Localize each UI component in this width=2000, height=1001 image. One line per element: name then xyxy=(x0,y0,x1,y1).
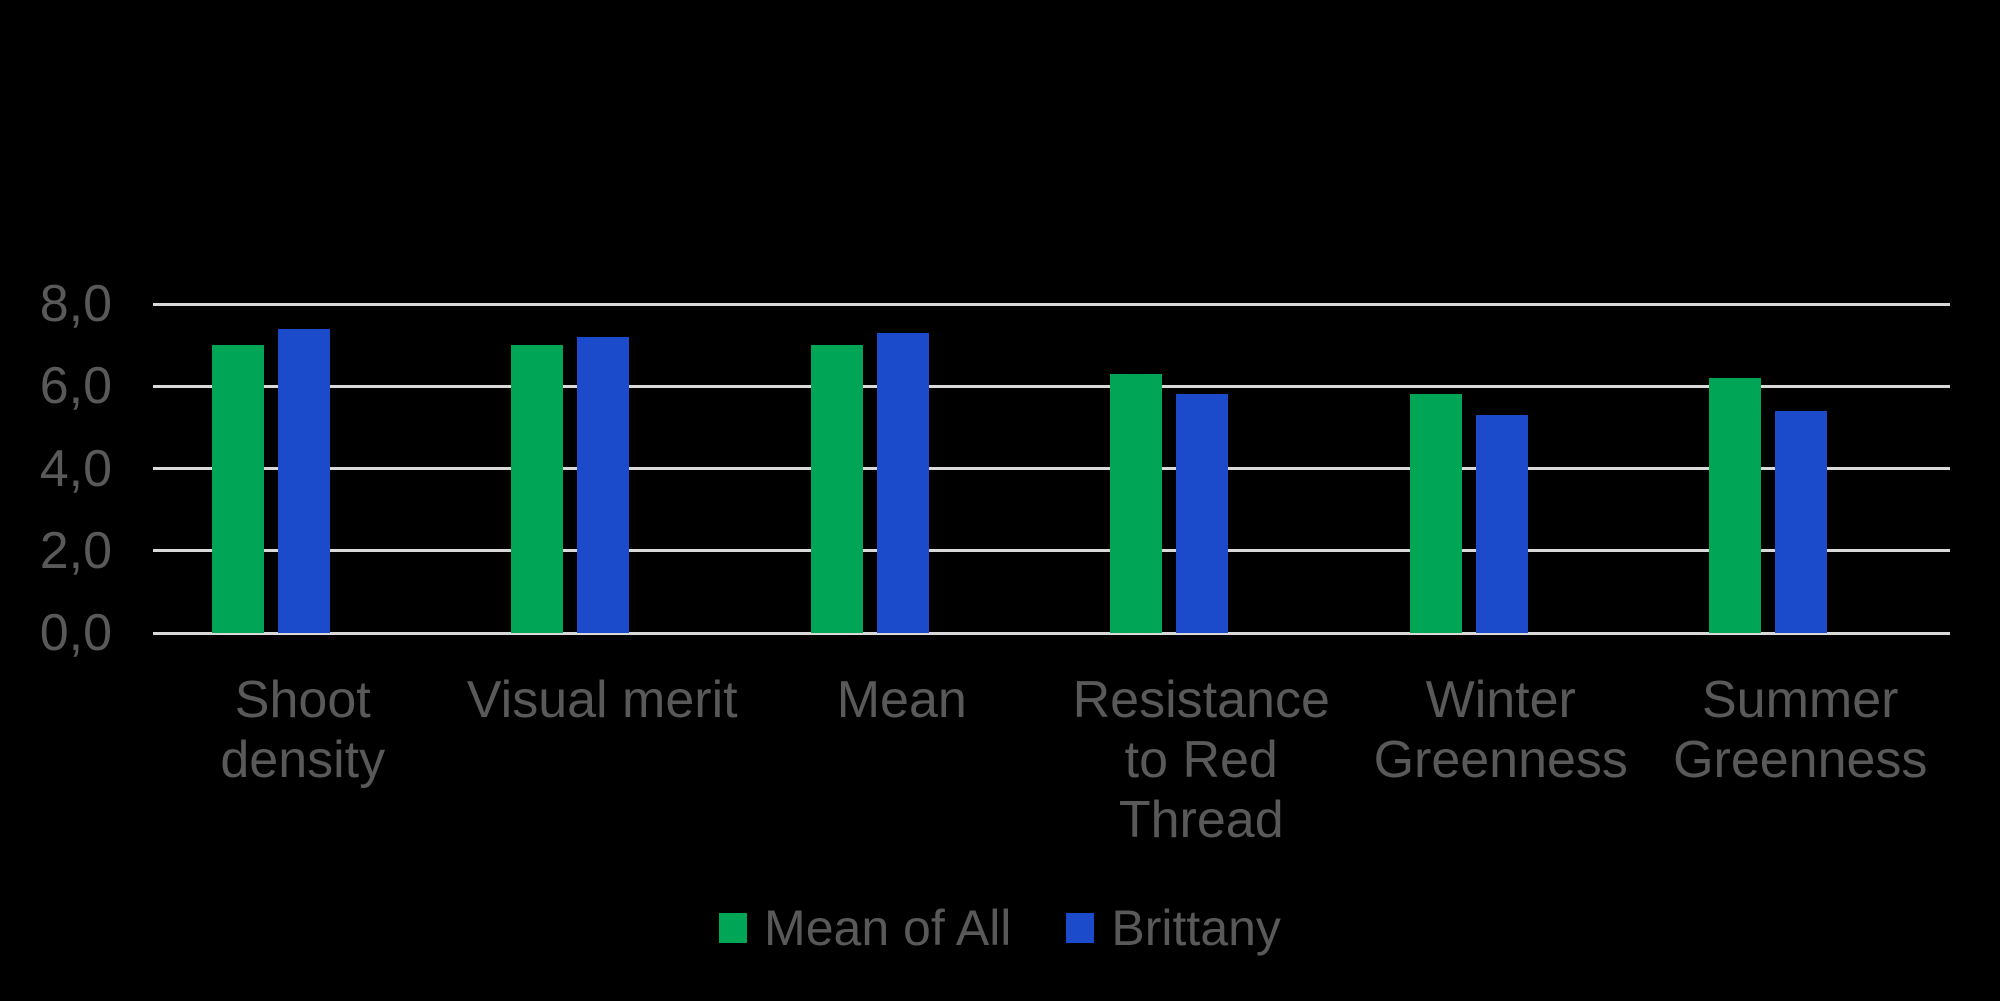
gridline xyxy=(153,467,1950,470)
y-axis-tick-label: 4,0 xyxy=(39,439,112,498)
bar-brittany xyxy=(1475,415,1528,633)
y-axis-tick-label: 2,0 xyxy=(39,521,112,580)
x-axis-category-label: Visual merit xyxy=(466,671,738,729)
legend-item: Mean of All xyxy=(719,898,1011,958)
bar-brittany xyxy=(277,328,330,633)
gridline xyxy=(153,631,1950,635)
legend-swatch-icon xyxy=(719,913,748,943)
legend-swatch-icon xyxy=(1066,913,1095,943)
x-axis-category-label: Summer Greenness xyxy=(1673,671,1928,789)
bar-mean-of-all xyxy=(511,345,564,633)
gridline xyxy=(153,384,1950,388)
y-axis-tick-label: 6,0 xyxy=(39,357,112,416)
bar-brittany xyxy=(1176,394,1229,633)
bar-mean-of-all xyxy=(1709,378,1762,633)
bar-mean-of-all xyxy=(810,345,863,633)
bar-brittany xyxy=(1775,410,1828,633)
bar-mean-of-all xyxy=(1110,373,1163,633)
x-axis-category-label: Winter Greenness xyxy=(1373,671,1628,789)
legend-label: Mean of All xyxy=(764,900,1012,956)
legend-label: Brittany xyxy=(1111,900,1281,956)
x-axis-category-label: Shoot density xyxy=(220,671,386,789)
bar-mean-of-all xyxy=(1409,394,1462,633)
x-axis-category-label: Resistance to Red Thread xyxy=(1072,671,1330,849)
bar-brittany xyxy=(876,332,929,633)
bar-mean-of-all xyxy=(211,345,264,633)
gridline xyxy=(153,302,1950,306)
bar-brittany xyxy=(577,336,630,633)
y-axis-tick-label: 0,0 xyxy=(39,604,112,662)
legend-item: Brittany xyxy=(1066,898,1281,958)
chart-legend: Mean of All Brittany xyxy=(0,896,2000,960)
y-axis-tick-label: 8,0 xyxy=(39,275,112,333)
gridline xyxy=(153,549,1950,553)
x-axis-category-label: Mean xyxy=(836,671,967,729)
